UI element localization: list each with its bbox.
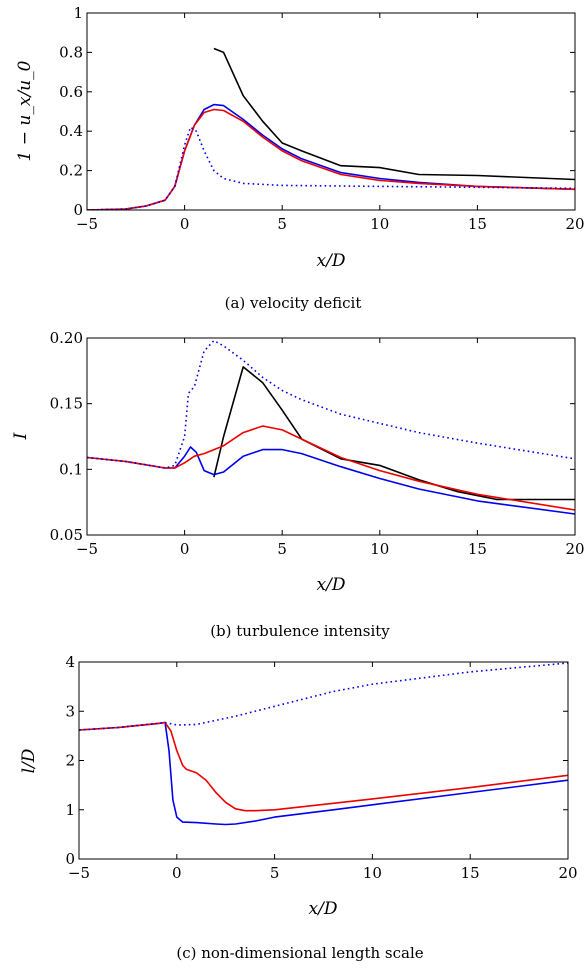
series-layer-c bbox=[79, 662, 568, 826]
x-ticks-c: −5 0 5 10 15 20 bbox=[68, 864, 578, 882]
series-layer-b bbox=[87, 339, 575, 515]
x-tick-label: 0 bbox=[180, 540, 190, 558]
x-tick-label: 20 bbox=[558, 864, 577, 882]
y-tick-label: 1 bbox=[65, 801, 75, 819]
x-tick-label: 5 bbox=[277, 215, 287, 233]
tick-marks bbox=[86, 12, 576, 211]
y-tick-label: 0.6 bbox=[59, 83, 83, 101]
y-tick-label: 3 bbox=[65, 702, 75, 720]
x-tick-label: 20 bbox=[565, 215, 584, 233]
y-tick-label: 4 bbox=[65, 653, 75, 671]
x-tick-label: 0 bbox=[180, 215, 190, 233]
y-tick-label: 0.1 bbox=[59, 460, 83, 478]
series-red-solid bbox=[87, 425, 575, 511]
y-tick-label: 2 bbox=[65, 752, 75, 770]
y-tick-label: 0.8 bbox=[59, 43, 83, 61]
y-tick-label: 0 bbox=[65, 850, 75, 868]
y-ticks-a: 0 0.2 0.4 0.6 0.8 1 bbox=[59, 4, 83, 219]
x-axis-label: x/D bbox=[309, 899, 338, 919]
y-tick-label: 0.15 bbox=[50, 395, 83, 413]
y-tick-label: 0.05 bbox=[50, 526, 83, 544]
x-tick-label: 5 bbox=[277, 540, 287, 558]
y-ticks-c: 0 1 2 3 4 bbox=[65, 653, 75, 868]
x-tick-label: 15 bbox=[468, 215, 487, 233]
x-tick-label: −5 bbox=[76, 215, 98, 233]
x-tick-label: 10 bbox=[363, 864, 382, 882]
y-tick-label: 0.4 bbox=[59, 122, 83, 140]
y-tick-label: 1 bbox=[73, 4, 83, 22]
y-ticks-b: 0.05 0.1 0.15 0.20 bbox=[50, 329, 83, 544]
x-axis-label: x/D bbox=[317, 251, 346, 271]
x-tick-label: 10 bbox=[370, 215, 389, 233]
y-axis-label: I bbox=[11, 432, 31, 440]
x-tick-label: 20 bbox=[565, 540, 584, 558]
x-tick-label: 0 bbox=[172, 864, 182, 882]
tick-marks bbox=[86, 337, 576, 536]
x-ticks-b: −5 0 5 10 15 20 bbox=[76, 540, 585, 558]
plot-frame-c bbox=[78, 661, 569, 860]
x-tick-label: 15 bbox=[461, 864, 480, 882]
series-blue-solid bbox=[87, 103, 575, 210]
y-tick-label: 0.20 bbox=[50, 329, 83, 347]
series-layer-a bbox=[87, 47, 575, 210]
y-axis-label: 1 − u_x/u_0 bbox=[15, 60, 35, 161]
series-red-solid bbox=[87, 108, 575, 210]
y-tick-label: 0.2 bbox=[59, 162, 83, 180]
series-blue-solid bbox=[79, 721, 568, 812]
series-red-solid bbox=[79, 662, 568, 731]
y-tick-label: 0 bbox=[73, 201, 83, 219]
plot-frame-b bbox=[86, 337, 576, 536]
x-tick-label: −5 bbox=[76, 540, 98, 558]
x-tick-label: 10 bbox=[370, 540, 389, 558]
x-tick-label: −5 bbox=[68, 864, 90, 882]
caption: (c) non-dimensional length scale bbox=[176, 944, 423, 962]
panel-length-scale: −5 0 5 10 15 20 0 1 2 3 4 x/D l/D (c) no… bbox=[19, 653, 578, 962]
series-black-reference bbox=[213, 47, 575, 181]
series-blue-solid bbox=[87, 446, 575, 515]
x-axis-label: x/D bbox=[317, 575, 346, 595]
x-tick-label: 5 bbox=[270, 864, 280, 882]
series-black-reference bbox=[213, 366, 575, 501]
panel-velocity-deficit: −5 0 5 10 15 20 0 0.2 0.4 0.6 0.8 1 x/D … bbox=[15, 4, 585, 312]
panel-turbulence-intensity: −5 0 5 10 15 20 0.05 0.1 0.15 0.20 x/D I… bbox=[11, 329, 585, 640]
x-tick-label: 15 bbox=[468, 540, 487, 558]
y-axis-label: l/D bbox=[19, 748, 39, 773]
x-ticks-a: −5 0 5 10 15 20 bbox=[76, 215, 585, 233]
plot-frame-a bbox=[86, 12, 576, 211]
series-blue-dotted bbox=[87, 339, 575, 469]
series-black-reference bbox=[79, 721, 568, 826]
caption: (b) turbulence intensity bbox=[210, 622, 390, 640]
caption: (a) velocity deficit bbox=[225, 294, 362, 312]
tick-marks bbox=[78, 661, 569, 860]
